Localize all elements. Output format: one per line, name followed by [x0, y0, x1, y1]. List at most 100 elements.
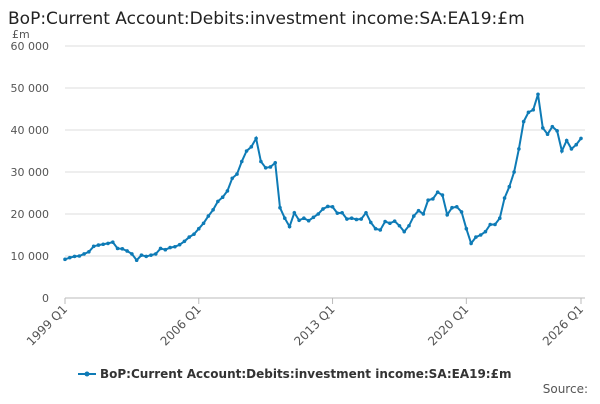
point	[82, 252, 86, 256]
point	[77, 254, 82, 258]
point	[488, 222, 493, 227]
point	[435, 190, 440, 194]
point	[493, 222, 497, 227]
point	[478, 233, 483, 237]
point	[268, 165, 273, 169]
point	[416, 208, 421, 213]
point	[110, 240, 115, 244]
point	[106, 241, 110, 246]
x-tick-label: 2020 Q1	[425, 302, 471, 348]
point	[431, 197, 435, 201]
point	[474, 235, 478, 239]
y-tick-label: 50 000	[11, 82, 50, 95]
point	[206, 214, 211, 218]
point	[72, 254, 77, 259]
point	[388, 221, 392, 226]
point	[192, 232, 196, 236]
point	[144, 254, 149, 259]
point	[345, 217, 349, 221]
point	[536, 92, 540, 97]
point	[306, 218, 311, 223]
point	[225, 189, 230, 193]
point	[368, 220, 373, 225]
point	[216, 199, 220, 204]
point	[531, 108, 536, 112]
point	[426, 198, 430, 202]
point	[182, 239, 187, 244]
point	[325, 204, 330, 209]
point	[201, 221, 206, 226]
point	[574, 142, 579, 147]
point	[550, 124, 555, 129]
legend-label: BoP:Current Account:Debits:investment in…	[100, 367, 511, 381]
point	[292, 210, 297, 215]
point	[153, 252, 158, 256]
series-line	[64, 94, 582, 262]
point	[392, 219, 397, 223]
x-tick-label: 2013 Q1	[291, 302, 337, 348]
point	[177, 242, 182, 247]
point	[349, 216, 354, 220]
point	[402, 229, 407, 234]
x-tick-label: 2006 Q1	[158, 302, 204, 348]
point	[373, 226, 378, 231]
x-tick-label: 2026 Q1	[540, 302, 586, 348]
point	[63, 257, 67, 262]
point	[239, 159, 244, 164]
point	[115, 246, 120, 251]
chart-title: BoP:Current Account:Debits:investment in…	[8, 9, 525, 29]
point	[564, 138, 569, 143]
point	[497, 216, 502, 220]
y-unit: £m	[12, 28, 30, 41]
point	[67, 255, 72, 260]
point	[311, 215, 316, 220]
point	[259, 159, 263, 164]
point	[383, 219, 387, 224]
point	[125, 249, 129, 253]
point	[411, 214, 416, 218]
point	[120, 247, 125, 251]
point	[512, 170, 516, 174]
point	[316, 212, 321, 216]
point	[517, 147, 521, 151]
point	[96, 243, 101, 247]
point	[354, 217, 359, 222]
point	[220, 195, 225, 199]
y-tick-label: 10 000	[11, 250, 50, 263]
point	[397, 223, 402, 228]
point	[101, 242, 106, 247]
point	[340, 210, 344, 215]
point	[263, 166, 268, 170]
point	[87, 250, 91, 254]
point	[440, 193, 445, 197]
point	[330, 205, 335, 209]
point	[297, 218, 301, 223]
point	[163, 247, 168, 252]
source: Source:	[543, 382, 588, 396]
point	[134, 258, 139, 263]
point	[464, 226, 469, 231]
point	[450, 205, 454, 210]
point	[502, 196, 507, 200]
point	[139, 253, 144, 257]
point	[507, 184, 512, 189]
point	[526, 110, 531, 115]
point	[483, 229, 488, 234]
point	[454, 205, 459, 209]
point	[235, 172, 239, 176]
point	[187, 235, 192, 239]
y-tick-label: 60 000	[11, 40, 50, 53]
point	[254, 136, 258, 141]
point	[244, 149, 249, 153]
point	[378, 228, 383, 232]
point	[469, 241, 473, 246]
point	[555, 129, 559, 133]
point	[459, 210, 464, 214]
point	[445, 213, 450, 217]
point	[130, 252, 134, 256]
point	[91, 244, 96, 249]
point	[407, 223, 411, 228]
point	[521, 119, 526, 124]
y-tick-label: 40 000	[11, 124, 50, 137]
